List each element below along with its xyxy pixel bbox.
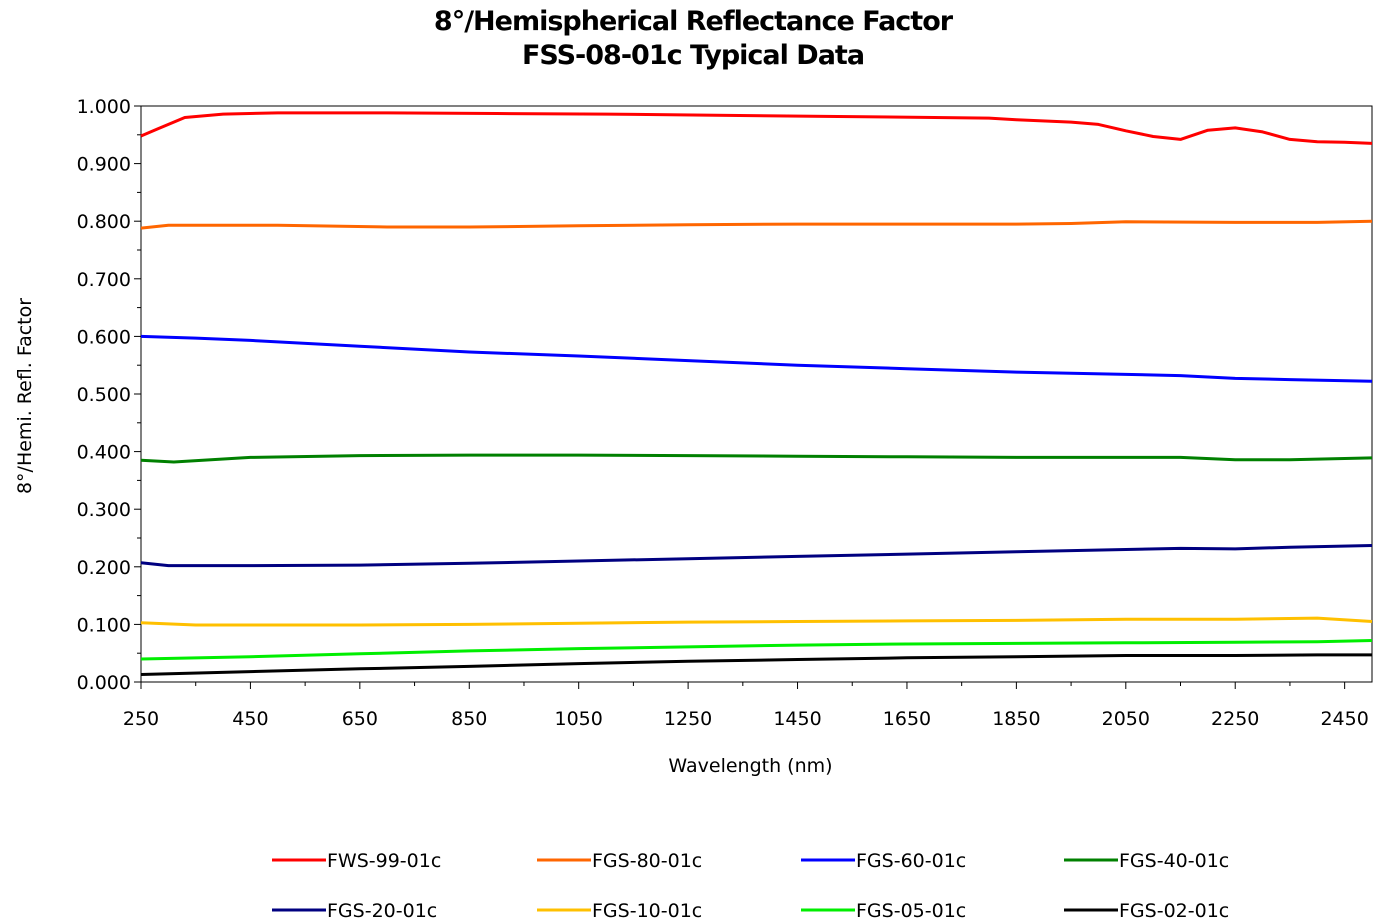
y-tick-label: 0.100 xyxy=(77,614,131,636)
series-line-FGS-02-01c xyxy=(140,653,1372,676)
x-tick-label: 1450 xyxy=(773,708,821,730)
series-line-FGS-80-01c xyxy=(140,219,1373,230)
x-tick-label: 450 xyxy=(232,708,268,730)
y-tick-label: 0.700 xyxy=(77,269,131,291)
legend-label: FGS-05-01c xyxy=(856,900,966,922)
x-tick-label: 2250 xyxy=(1211,708,1259,730)
x-axis-label: Wavelength (nm) xyxy=(668,755,832,777)
legend-label: FGS-02-01c xyxy=(1119,900,1229,922)
legend-label: FWS-99-01c xyxy=(327,850,441,872)
legend-label: FGS-20-01c xyxy=(327,900,437,922)
y-tick-label: 0.300 xyxy=(77,499,131,521)
y-tick-label: 0.400 xyxy=(77,442,131,464)
y-tick-label: 0.500 xyxy=(77,384,131,406)
chart-subtitle: FSS-08-01c Typical Data xyxy=(521,40,865,71)
y-tick-label: 0.600 xyxy=(77,326,131,348)
chart-title: 8°/Hemispherical Reflectance Factor xyxy=(433,6,953,37)
series-line-FGS-40-01c xyxy=(140,453,1373,464)
series-line-FGS-60-01c xyxy=(140,334,1373,383)
y-tick-label: 0.900 xyxy=(77,154,131,176)
series-line-FWS-99-01c xyxy=(140,111,1373,145)
x-tick-label: 1650 xyxy=(883,708,931,730)
x-tick-label: 850 xyxy=(451,708,487,730)
x-tick-label: 1250 xyxy=(664,708,712,730)
series-line-FGS-20-01c xyxy=(140,544,1373,568)
y-tick-label: 1.000 xyxy=(77,96,131,118)
series-line-FGS-05-01c xyxy=(140,639,1373,661)
x-tick-label: 2050 xyxy=(1102,708,1150,730)
y-tick-label: 0.000 xyxy=(77,672,131,694)
legend-label: FGS-40-01c xyxy=(1119,850,1229,872)
y-tick-label: 0.200 xyxy=(77,557,131,579)
legend-label: FGS-60-01c xyxy=(856,850,966,872)
legend-label: FGS-10-01c xyxy=(592,900,702,922)
y-axis-label: 8°/Hemi. Refl. Factor xyxy=(14,298,36,494)
x-tick-label: 2450 xyxy=(1320,708,1368,730)
y-tick-label: 0.800 xyxy=(77,211,131,233)
x-tick-label: 250 xyxy=(123,708,159,730)
plot-frame xyxy=(140,105,1373,683)
legend-label: FGS-80-01c xyxy=(592,850,702,872)
series-line-FGS-10-01c xyxy=(140,616,1373,627)
x-tick-label: 1050 xyxy=(555,708,603,730)
x-tick-label: 1850 xyxy=(992,708,1040,730)
x-tick-label: 650 xyxy=(342,708,378,730)
